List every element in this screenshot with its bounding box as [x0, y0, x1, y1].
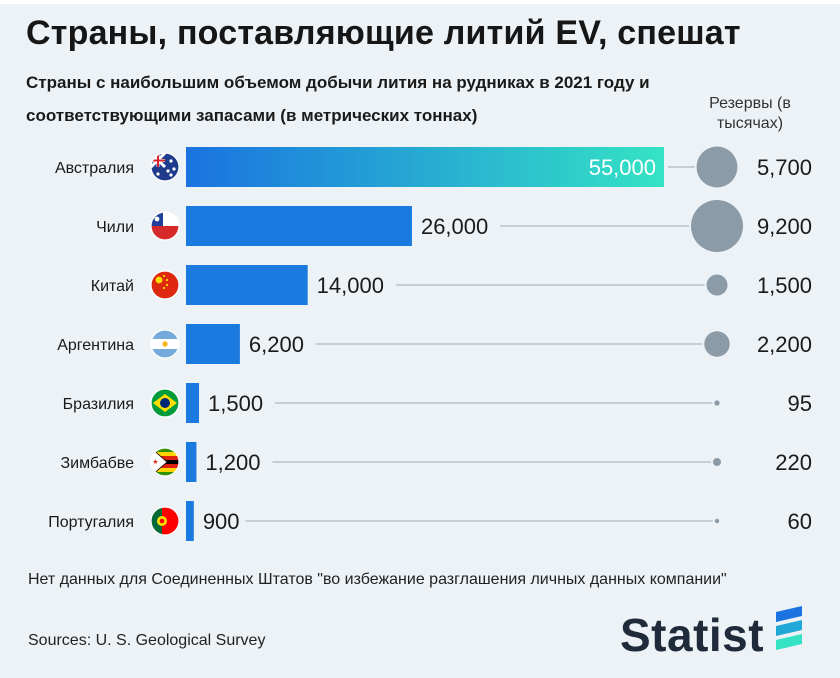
production-value-label: 14,000 — [317, 273, 384, 298]
top-rule — [0, 0, 840, 4]
bar-row: Аргентина 6,200 2,200 — [57, 324, 812, 364]
production-value-label: 55,000 — [589, 155, 656, 180]
bar-row: Китай 14,000 1,500 — [91, 265, 812, 305]
flag-border — [150, 329, 180, 359]
statista-mark-icon — [776, 606, 802, 650]
statista-wordmark: Statist — [620, 609, 765, 661]
country-label: Зимбабве — [61, 455, 135, 472]
china-flag-icon — [151, 271, 179, 299]
bar-row: Бразилия 1,500 95 — [63, 383, 812, 423]
lithium-bar-chart: Австралия 55,000 5,700 Чили 26,000 9,200 Китай… — [48, 146, 812, 541]
chart-subtitle: Страны с наибольшим объемом добычи лития… — [26, 73, 650, 125]
production-bar — [186, 147, 664, 187]
bar-row: Австралия 55,000 5,700 — [55, 146, 812, 188]
country-label: Бразилия — [63, 396, 134, 413]
bar-row: Португалия 900 60 — [48, 501, 812, 541]
flag-border — [150, 152, 180, 182]
reserves-bubble — [714, 518, 720, 524]
brazil-flag-icon — [151, 389, 179, 417]
production-value-label: 1,500 — [208, 391, 263, 416]
reserves-value-label: 9,200 — [757, 214, 812, 239]
reserves-bubble — [714, 400, 720, 406]
reserves-bubble — [706, 274, 728, 296]
country-label: Аргентина — [57, 337, 134, 354]
bar-row: Зимбабве 1,200 220 — [61, 442, 812, 482]
zimbabwe-flag-icon — [151, 448, 179, 476]
sources-line: Sources: U. S. Geological Survey — [28, 632, 266, 649]
footnote: Нет данных для Соединенных Штатов "во из… — [28, 571, 727, 588]
flag-border — [150, 270, 180, 300]
production-bar — [186, 501, 194, 541]
argentina-flag-icon — [151, 330, 179, 358]
country-label: Китай — [91, 278, 134, 295]
australia-flag-icon — [151, 153, 179, 181]
portugal-flag-icon — [151, 507, 179, 535]
reserves-value-label: 95 — [788, 391, 812, 416]
reserves-bubble — [691, 200, 743, 252]
flag-border — [150, 211, 180, 241]
reserves-value-label: 1,500 — [757, 273, 812, 298]
reserves-bubble — [704, 331, 730, 357]
reserves-value-label: 2,200 — [757, 332, 812, 357]
production-bar — [186, 206, 412, 246]
production-bar — [186, 265, 308, 305]
reserves-column-header: Резервы (в тысячах) — [709, 95, 791, 132]
reserves-value-label: 220 — [775, 450, 812, 475]
country-label: Австралия — [55, 160, 134, 177]
bar-row: Чили 26,000 9,200 — [96, 200, 812, 252]
reserves-bubble — [696, 146, 738, 188]
production-value-label: 6,200 — [249, 332, 304, 357]
flag-border — [150, 506, 180, 536]
production-value-label: 1,200 — [205, 450, 260, 475]
reserves-value-label: 5,700 — [757, 155, 812, 180]
country-label: Португалия — [48, 514, 134, 531]
production-value-label: 26,000 — [421, 214, 488, 239]
production-bar — [186, 383, 200, 423]
flag-border — [150, 388, 180, 418]
statista-logo: Statist — [620, 604, 820, 664]
chart-title: Страны, поставляющие литий EV, спешат — [26, 14, 741, 52]
production-bar — [186, 442, 197, 482]
production-bar — [186, 324, 240, 364]
flag-border — [150, 447, 180, 477]
chile-flag-icon — [151, 212, 179, 240]
country-label: Чили — [96, 219, 134, 236]
reserves-value-label: 60 — [788, 509, 812, 534]
production-value-label: 900 — [203, 509, 240, 534]
reserves-bubble — [712, 457, 722, 467]
